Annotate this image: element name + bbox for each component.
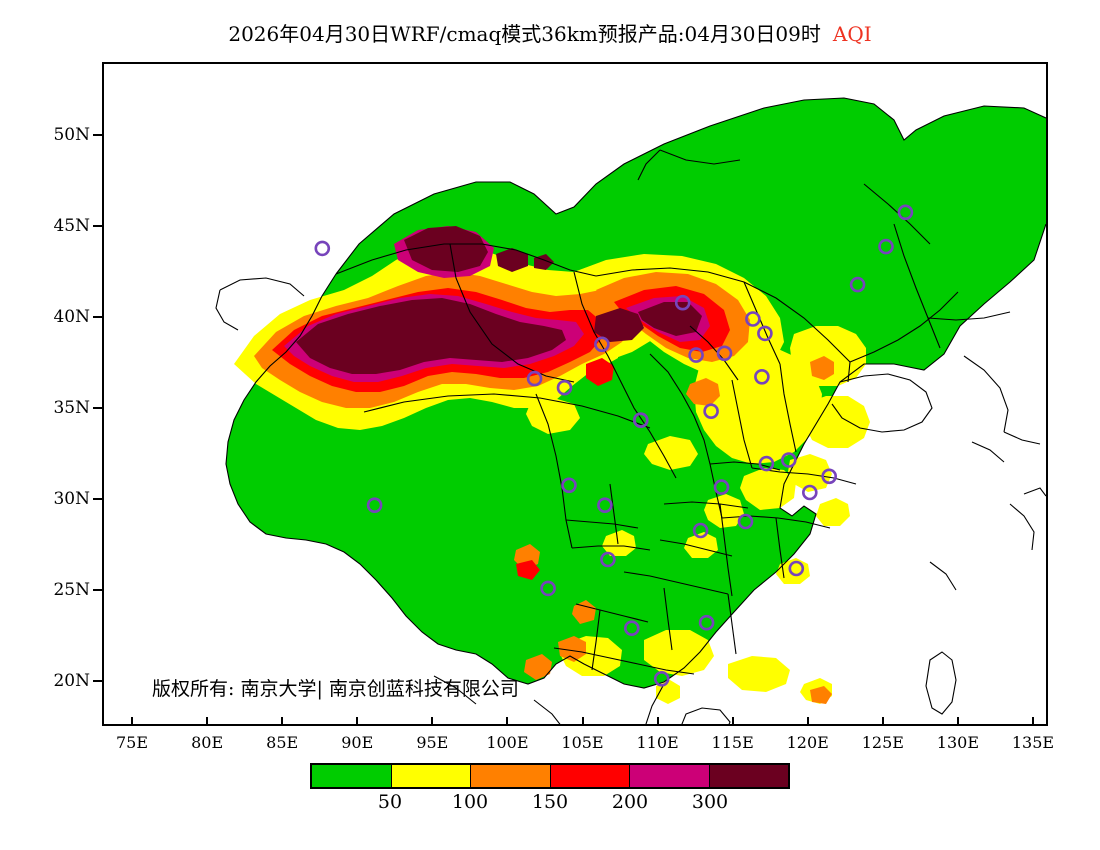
city-marker [897,204,914,221]
y-tick-label: 40N [53,306,90,327]
colorbar-tick-label: 50 [377,791,403,813]
y-tick-label: 35N [53,397,90,418]
city-marker-group [314,204,914,687]
city-marker [780,452,797,468]
x-tick-mark [131,717,134,726]
contour-band-maroon [296,226,702,374]
x-tick-mark [806,717,809,726]
y-tick-label: 25N [53,579,90,600]
city-marker [878,238,894,255]
colorbar-tick-label: 100 [451,791,489,813]
x-tick-mark [731,717,734,726]
y-tick-mark [93,133,102,136]
city-marker [556,379,573,396]
city-marker [757,325,773,342]
copyright-notice: 版权所有: 南京大学| 南京创蓝科技有限公司 [152,678,519,700]
x-tick-mark [956,717,959,726]
x-tick-label: 120E [786,733,829,752]
y-tick-mark [93,588,102,591]
city-marker [692,522,709,539]
city-marker [716,345,733,362]
title-variable-label: AQI [832,22,872,46]
map-boundaries [215,97,1046,724]
colorbar-tick-label: 150 [531,791,569,813]
city-marker [597,497,613,514]
y-tick-label: 20N [53,670,90,691]
y-tick-mark [93,224,102,227]
x-tick-mark [1031,717,1034,726]
city-marker [713,479,730,495]
x-tick-label: 130E [936,733,979,752]
y-tick-label: 50N [53,124,90,145]
colorbar-tick-label: 300 [691,791,729,813]
city-marker [849,276,866,293]
city-marker [526,370,543,387]
aqi-contour-map [104,64,1046,724]
city-marker [632,412,649,429]
city-marker [801,484,818,501]
x-tick-label: 85E [266,733,299,752]
map-plot-area [102,62,1048,726]
title-main-text: 2026年04月30日WRF/cmaq模式36km预报产品:04月30日09时 [228,22,821,46]
y-tick-mark [93,679,102,682]
aqi-colorbar [310,763,790,789]
x-tick-label: 110E [636,733,679,752]
city-marker [821,468,838,485]
y-tick-mark [93,497,102,500]
x-tick-mark [656,717,659,726]
city-marker [653,670,670,687]
x-tick-mark [356,717,359,726]
x-tick-mark [431,717,434,726]
y-tick-mark [93,406,102,409]
city-marker [540,580,556,597]
colorbar-segment-0 [312,765,392,787]
city-marker [703,403,719,420]
x-tick-mark [881,717,884,726]
colorbar-segment-3 [550,765,630,787]
x-tick-label: 105E [561,733,604,752]
x-tick-mark [206,717,209,726]
x-tick-label: 80E [191,733,224,752]
chart-title: 2026年04月30日WRF/cmaq模式36km预报产品:04月30日09时 A… [0,18,1100,47]
x-tick-label: 125E [861,733,904,752]
x-tick-mark [506,717,509,726]
y-tick-label: 45N [53,215,90,236]
city-marker [737,513,754,530]
colorbar-segment-4 [630,765,710,787]
x-tick-label: 95E [416,733,449,752]
x-tick-mark [281,717,284,726]
city-marker [623,620,640,637]
y-tick-mark [93,315,102,318]
city-marker [366,497,383,514]
x-tick-mark [581,717,584,726]
city-marker [758,455,775,472]
city-marker [688,347,704,363]
city-marker [314,240,331,257]
y-tick-label: 30N [53,488,90,509]
city-marker [600,551,616,568]
city-marker [745,311,761,327]
city-marker [698,614,715,631]
x-tick-label: 100E [486,733,529,752]
city-marker [674,294,691,311]
colorbar-segment-5 [709,765,788,787]
city-marker [788,560,805,577]
x-tick-label: 75E [116,733,149,752]
city-marker [561,477,577,494]
x-tick-label: 90E [341,733,374,752]
x-tick-label: 135E [1011,733,1055,752]
city-marker [594,336,610,353]
colorbar-tick-label: 200 [611,791,649,813]
colorbar-segment-1 [391,765,471,787]
x-tick-label: 115E [711,733,754,752]
colorbar-segment-2 [471,765,551,787]
city-marker [754,368,770,385]
